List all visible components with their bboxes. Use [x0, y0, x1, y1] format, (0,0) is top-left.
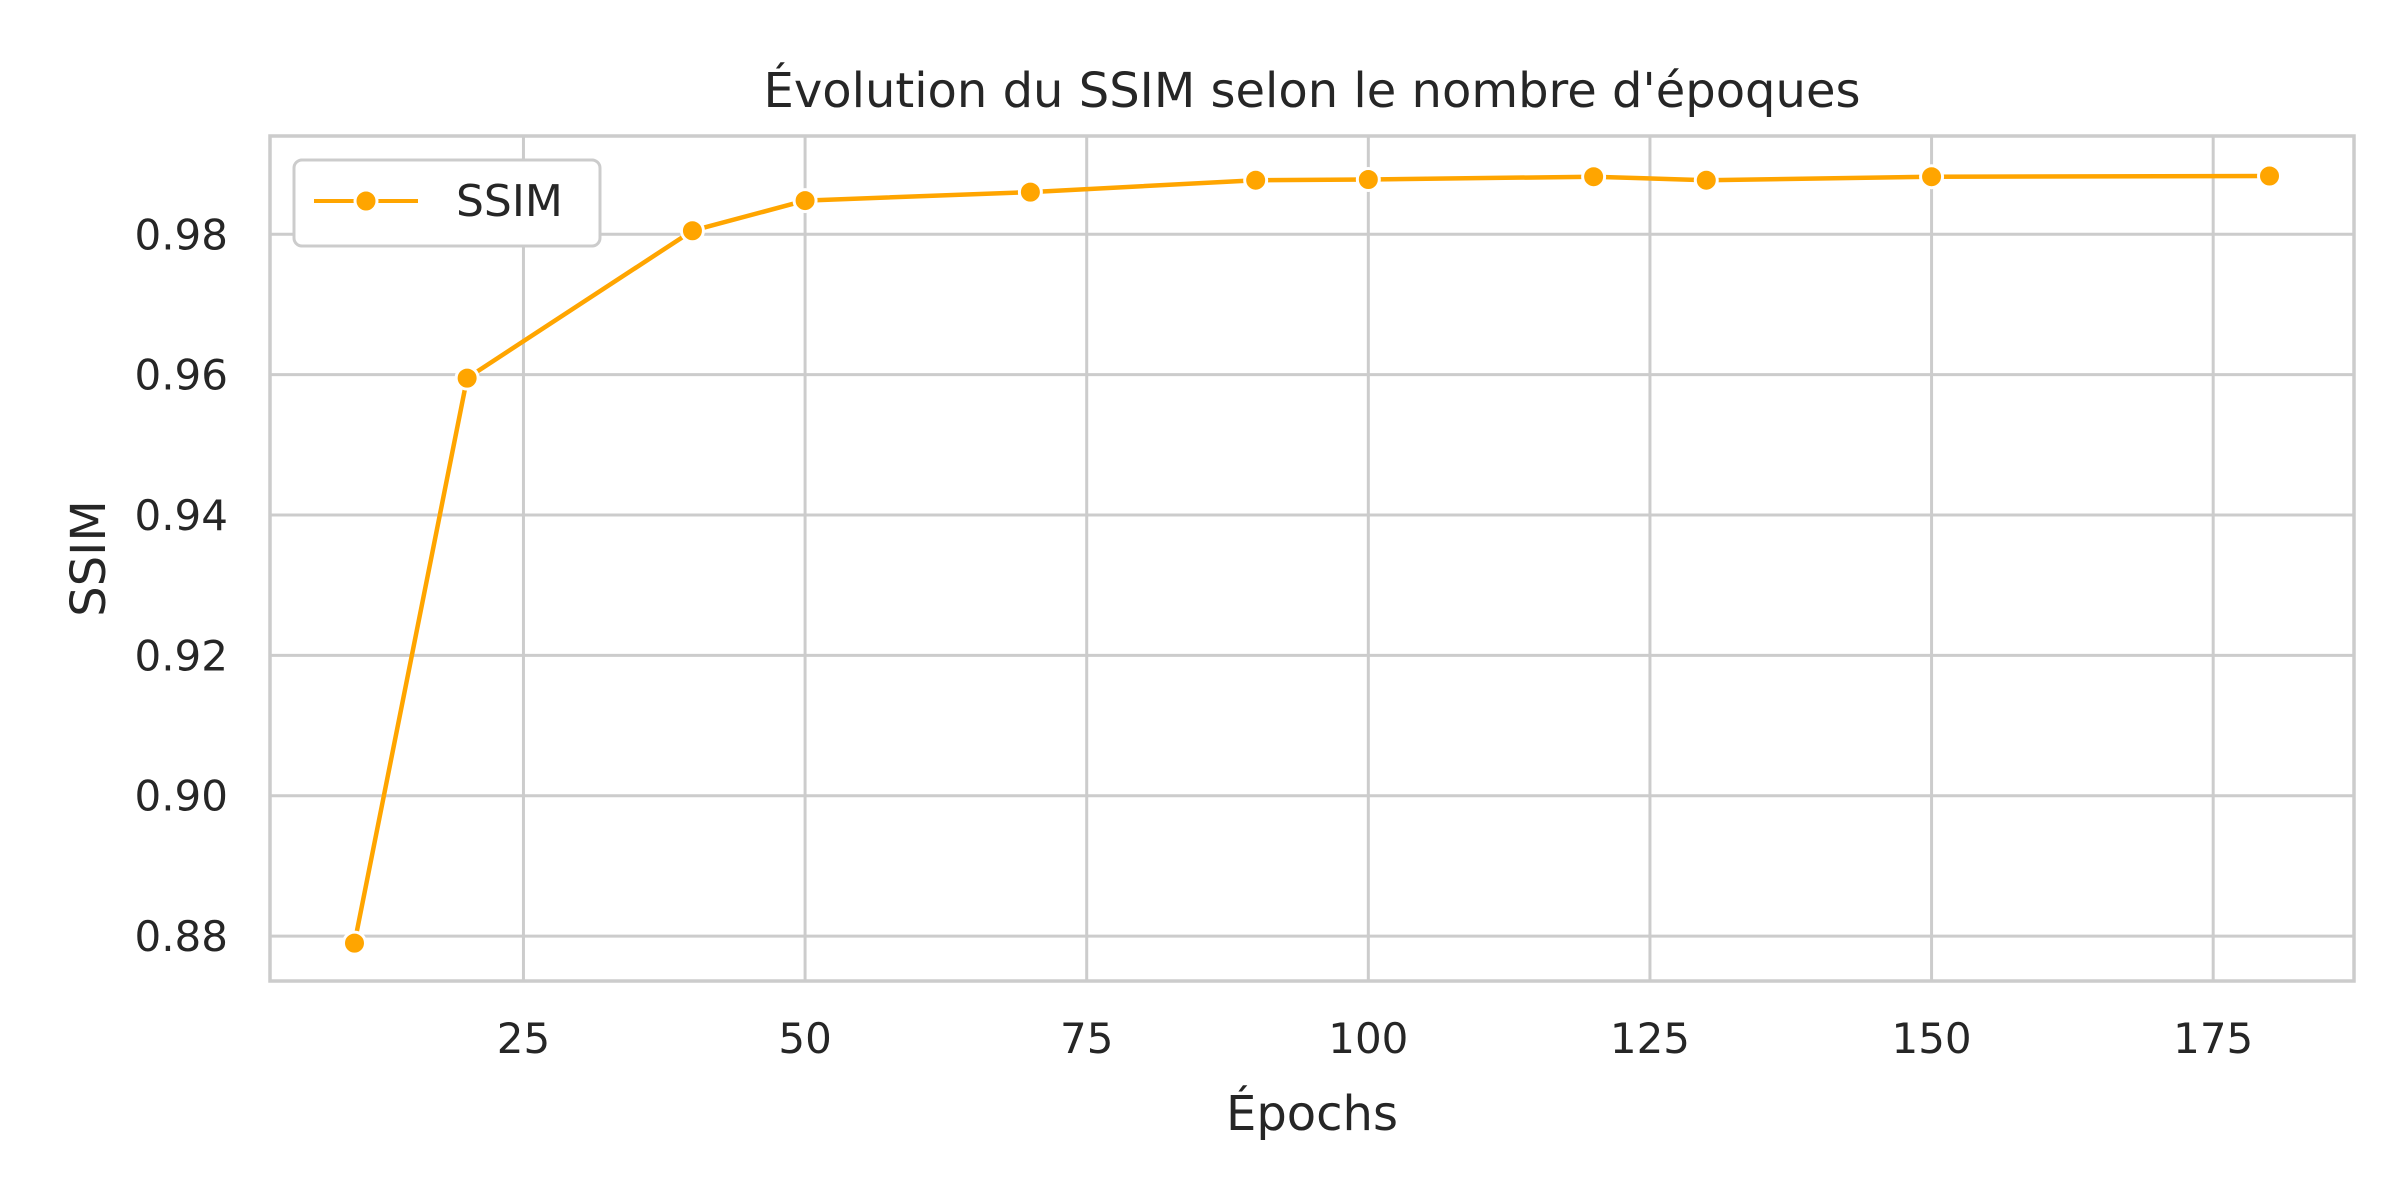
- y-tick-label: 0.96: [134, 351, 228, 400]
- plot-frame: [268, 134, 2356, 983]
- data-point: [1693, 167, 1719, 193]
- data-point: [1355, 167, 1381, 193]
- y-axis-label: SSIM: [61, 500, 117, 617]
- data-point: [1919, 164, 1945, 190]
- data-point: [1581, 164, 1607, 190]
- legend: SSIM: [292, 158, 602, 248]
- data-point: [1243, 167, 1269, 193]
- y-tick-label: 0.94: [134, 491, 228, 540]
- y-tick-label: 0.92: [134, 631, 228, 680]
- x-tick-labels: 25 50 75 100 125 150 175: [497, 1014, 2254, 1063]
- data-point: [341, 930, 367, 956]
- x-tick-label: 150: [1891, 1014, 1971, 1063]
- x-axis-label: Épochs: [1226, 1085, 1398, 1142]
- data-point: [454, 365, 480, 391]
- grid: [270, 136, 2354, 981]
- legend-label: SSIM: [456, 176, 563, 227]
- chart-title: Évolution du SSIM selon le nombre d'époq…: [764, 62, 1861, 119]
- legend-marker-icon: [353, 188, 379, 214]
- x-tick-label: 125: [1610, 1014, 1690, 1063]
- x-tick-label: 50: [778, 1014, 831, 1063]
- data-point: [2257, 163, 2283, 189]
- x-tick-label: 75: [1060, 1014, 1113, 1063]
- y-tick-label: 0.98: [134, 210, 228, 259]
- data-point: [679, 218, 705, 244]
- legend-box: [292, 158, 602, 248]
- x-tick-label: 100: [1328, 1014, 1408, 1063]
- y-tick-label: 0.88: [134, 912, 228, 961]
- y-tick-labels: 0.88 0.90 0.92 0.94 0.96 0.98: [134, 210, 228, 961]
- series-layer: [341, 163, 2283, 956]
- data-point: [1017, 179, 1043, 205]
- y-tick-label: 0.90: [134, 772, 228, 821]
- x-tick-label: 25: [497, 1014, 550, 1063]
- data-point: [792, 188, 818, 214]
- x-tick-label: 175: [2173, 1014, 2253, 1063]
